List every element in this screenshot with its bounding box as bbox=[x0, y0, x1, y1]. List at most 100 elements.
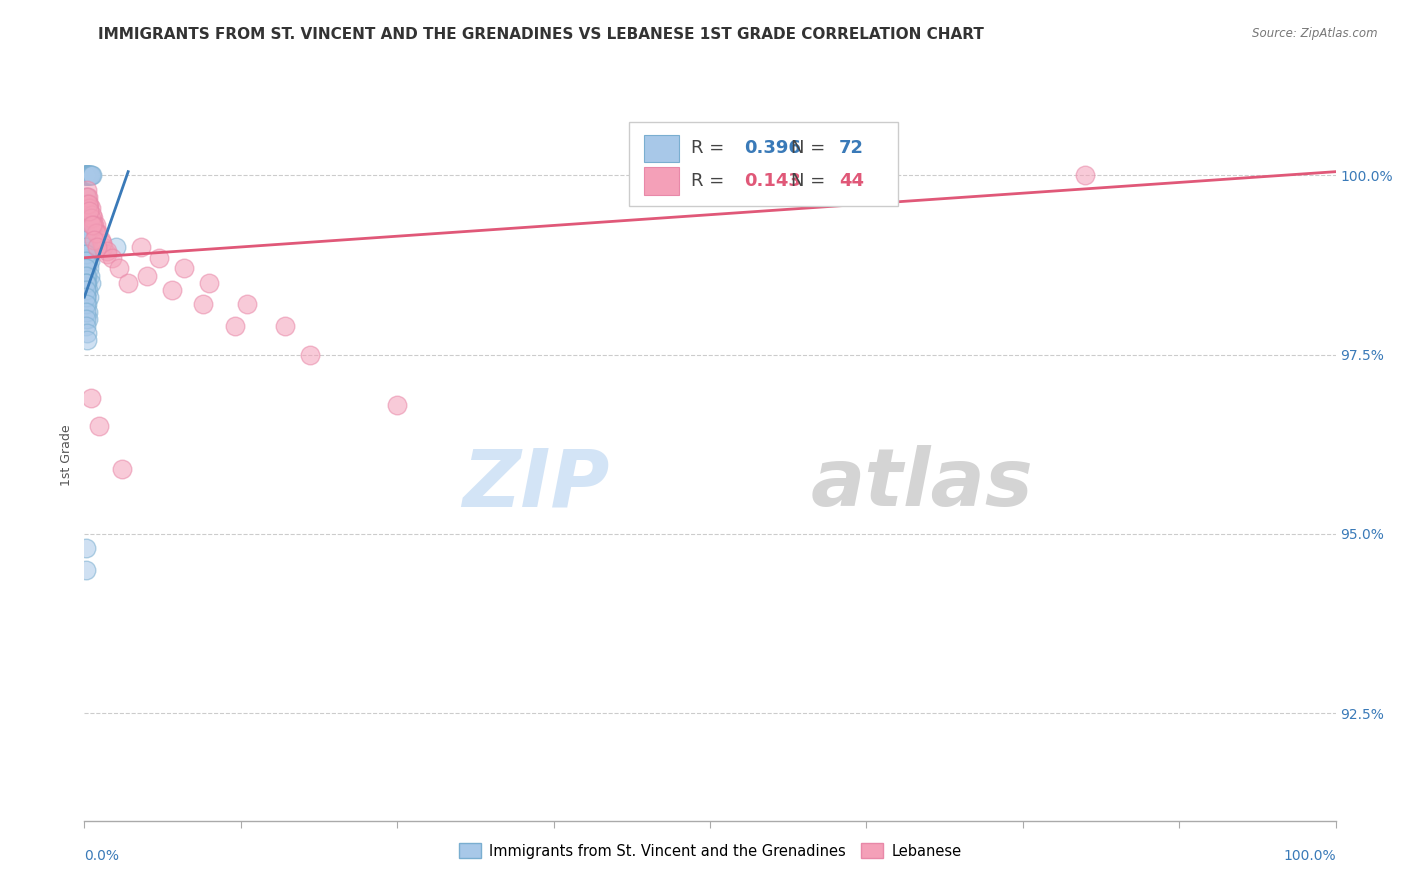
Point bbox=[76, 183, 98, 197]
Point bbox=[76, 254, 98, 268]
Point bbox=[173, 261, 195, 276]
Legend: Immigrants from St. Vincent and the Grenadines, Lebanese: Immigrants from St. Vincent and the Gren… bbox=[453, 838, 967, 864]
Point bbox=[75, 268, 97, 283]
Text: N =: N = bbox=[792, 171, 831, 190]
Point bbox=[75, 254, 97, 268]
Point bbox=[75, 318, 97, 333]
Point bbox=[75, 283, 97, 297]
Point bbox=[77, 290, 100, 304]
Point bbox=[75, 168, 97, 182]
Point bbox=[75, 168, 97, 182]
Text: ZIP: ZIP bbox=[463, 445, 610, 524]
Point bbox=[193, 297, 215, 311]
FancyBboxPatch shape bbox=[644, 168, 679, 195]
Point bbox=[77, 168, 100, 182]
Point bbox=[86, 240, 108, 254]
Point bbox=[79, 168, 101, 182]
Point bbox=[75, 541, 97, 556]
Text: 44: 44 bbox=[839, 171, 863, 190]
Point bbox=[75, 240, 97, 254]
Point bbox=[76, 233, 98, 247]
Point bbox=[76, 247, 98, 261]
Point bbox=[101, 251, 124, 265]
Point bbox=[75, 261, 97, 276]
Point bbox=[76, 226, 98, 240]
Point bbox=[76, 168, 98, 182]
Point bbox=[90, 236, 112, 251]
Point bbox=[75, 219, 97, 233]
Text: IMMIGRANTS FROM ST. VINCENT AND THE GRENADINES VS LEBANESE 1ST GRADE CORRELATION: IMMIGRANTS FROM ST. VINCENT AND THE GREN… bbox=[98, 27, 984, 42]
Text: 100.0%: 100.0% bbox=[1284, 849, 1336, 863]
Point bbox=[79, 168, 101, 182]
Point bbox=[273, 318, 295, 333]
Point bbox=[79, 268, 101, 283]
Point bbox=[75, 190, 97, 204]
Point bbox=[83, 233, 105, 247]
Point bbox=[77, 197, 100, 211]
Point bbox=[83, 219, 105, 233]
Point bbox=[86, 226, 108, 240]
Point bbox=[136, 268, 159, 283]
Text: R =: R = bbox=[692, 139, 730, 158]
Point bbox=[108, 261, 131, 276]
Point bbox=[91, 240, 114, 254]
Point bbox=[76, 219, 98, 233]
Point bbox=[75, 297, 97, 311]
Point bbox=[79, 201, 101, 215]
Point bbox=[75, 311, 97, 326]
Point bbox=[75, 290, 97, 304]
Point bbox=[117, 276, 139, 290]
Text: 72: 72 bbox=[839, 139, 863, 158]
Point bbox=[75, 247, 97, 261]
Text: atlas: atlas bbox=[810, 445, 1033, 524]
Point bbox=[76, 326, 98, 340]
Point bbox=[77, 168, 100, 182]
Point bbox=[79, 211, 101, 226]
Point bbox=[104, 240, 127, 254]
Point bbox=[79, 168, 101, 182]
FancyBboxPatch shape bbox=[644, 135, 679, 162]
Point bbox=[1074, 168, 1097, 182]
Point bbox=[77, 311, 100, 326]
Point bbox=[224, 318, 246, 333]
Point bbox=[79, 197, 101, 211]
Point bbox=[75, 168, 97, 182]
Point bbox=[75, 304, 97, 318]
Point bbox=[96, 244, 118, 258]
Point bbox=[77, 190, 100, 204]
Point bbox=[84, 226, 107, 240]
Point bbox=[77, 204, 100, 219]
Point bbox=[76, 168, 98, 182]
Y-axis label: 1st Grade: 1st Grade bbox=[60, 424, 73, 486]
Point bbox=[76, 168, 98, 182]
Point bbox=[77, 168, 100, 182]
Point bbox=[75, 211, 97, 226]
Point bbox=[79, 391, 101, 405]
Point bbox=[80, 168, 103, 182]
Point bbox=[76, 333, 98, 347]
Point bbox=[80, 168, 103, 182]
Text: N =: N = bbox=[792, 139, 831, 158]
Point bbox=[75, 226, 97, 240]
Point bbox=[75, 204, 97, 219]
Point bbox=[75, 197, 97, 211]
Point bbox=[77, 283, 100, 297]
Point bbox=[385, 398, 409, 412]
Point bbox=[76, 240, 98, 254]
Point bbox=[111, 462, 134, 476]
Point bbox=[77, 240, 100, 254]
Point bbox=[77, 261, 100, 276]
Point bbox=[75, 226, 97, 240]
Point bbox=[76, 168, 98, 182]
Point bbox=[77, 247, 100, 261]
Point bbox=[236, 297, 259, 311]
Point bbox=[75, 261, 97, 276]
Point bbox=[76, 276, 98, 290]
FancyBboxPatch shape bbox=[628, 122, 898, 206]
Point bbox=[79, 201, 101, 215]
Point bbox=[75, 211, 97, 226]
Point bbox=[75, 563, 97, 577]
Point bbox=[84, 219, 107, 233]
Point bbox=[82, 219, 104, 233]
Point bbox=[75, 254, 97, 268]
